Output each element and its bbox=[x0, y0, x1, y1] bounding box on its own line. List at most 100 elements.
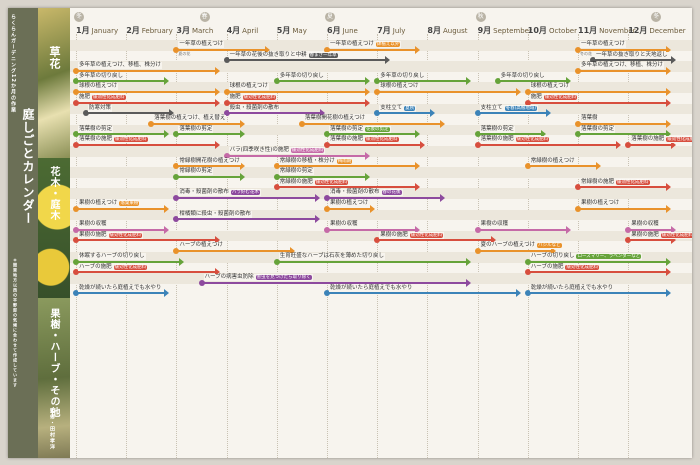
task-label-text: 多年草の植えつけ、移植、株分け bbox=[581, 62, 664, 69]
flower-photo bbox=[38, 8, 70, 158]
task-label-text: 多年草の切り戻し bbox=[500, 72, 545, 79]
task-label-text: 防寒対策 bbox=[89, 104, 112, 111]
task-label: 果樹の収穫 bbox=[78, 221, 108, 229]
task-bar bbox=[474, 246, 557, 255]
month-number: 6月 bbox=[327, 26, 341, 35]
task-bar bbox=[625, 140, 677, 149]
task-label-text: 常緑樹の移植・株分け bbox=[279, 157, 335, 164]
month-number: 7月 bbox=[377, 26, 391, 35]
task-label: 果樹の施肥 緩効性化成肥料 bbox=[78, 231, 144, 239]
task-bar bbox=[173, 45, 271, 54]
task-bar bbox=[474, 140, 621, 149]
task-bar bbox=[73, 236, 220, 245]
task-bar bbox=[323, 225, 421, 234]
task-bar bbox=[223, 56, 390, 65]
task-label-text: 落葉樹の施肥 bbox=[631, 136, 665, 143]
task-label: 多年草の切り戻し bbox=[78, 72, 125, 80]
task-label: 落葉樹の剪定 bbox=[178, 125, 214, 133]
month-english: July bbox=[392, 27, 406, 35]
task-label: 落葉樹の剪定 花後の剪定 bbox=[329, 125, 391, 133]
task-tag: 緩効性化成肥料 bbox=[409, 232, 444, 238]
task-bar bbox=[524, 87, 671, 96]
task-tag: 緩効性化成肥料 bbox=[314, 179, 349, 185]
row-band bbox=[70, 209, 692, 221]
task-bar bbox=[574, 204, 672, 213]
task-bar bbox=[625, 236, 677, 245]
task-label-text: 消毒・殺菌剤の散布 bbox=[330, 189, 380, 196]
task-label-text: 落葉樹の剪定 bbox=[79, 125, 113, 132]
task-label-text: 落葉樹の施肥 bbox=[480, 136, 514, 143]
task-label-text: 柑橘類に殺虫・殺菌剤の散布 bbox=[179, 210, 251, 217]
task-label: 常緑樹の植えつけ bbox=[529, 157, 576, 165]
task-label: 乾燥が続いたら庭植えでも水やり bbox=[329, 284, 414, 292]
task-bar bbox=[273, 162, 420, 171]
task-label: 消毒・殺菌剤の散布 バラ好む花木 bbox=[178, 189, 261, 197]
month-header: 1月 January bbox=[76, 25, 126, 36]
task-label: 一年草の植えつけ 鉢植え以外 bbox=[329, 41, 402, 48]
task-label-text: ハーブの施肥 bbox=[79, 263, 112, 270]
task-bar bbox=[374, 236, 497, 245]
task-label: 消毒・殺菌剤の散布 春の花後 bbox=[329, 189, 403, 197]
task-tag: 緩効性化成肥料 bbox=[543, 95, 578, 100]
task-label-text: 施肥 bbox=[229, 94, 241, 100]
season-marker: 春 bbox=[199, 12, 210, 22]
month-english: September bbox=[493, 27, 532, 35]
month-number: 8月 bbox=[427, 26, 441, 35]
task-label-text: 果樹の施肥 bbox=[380, 231, 408, 238]
month-header: 12月 December bbox=[628, 25, 685, 36]
calendar-grid: 冬春夏秋冬 1月 January 2月 February 3月 March 4月 April 5月… bbox=[70, 8, 692, 458]
month-header: 8月 August bbox=[427, 25, 477, 36]
task-bar bbox=[474, 225, 572, 234]
task-label: 球根の植えつけ bbox=[529, 83, 571, 91]
task-label-text: 常緑樹の剪定 bbox=[279, 168, 313, 175]
herb-photo bbox=[38, 298, 70, 458]
task-label: 多年草の切り戻し bbox=[278, 72, 325, 80]
task-label-text: ハーブの施肥 bbox=[530, 263, 564, 270]
task-label: 落葉樹の剪定 bbox=[78, 125, 114, 133]
task-label-text: 球根の植えつけ bbox=[229, 83, 268, 90]
task-label-text: 多年草の切り戻し bbox=[79, 72, 124, 79]
task-label: 一年草の花後の抜き取りと中耕 春まき一年草 bbox=[228, 51, 339, 59]
series-title: らくらんガーデニング12か月の作業 bbox=[10, 14, 16, 113]
month-number: 2月 bbox=[126, 26, 140, 35]
task-label: 球根の植えつけ bbox=[379, 83, 420, 91]
task-label: 施肥 緩効性化成肥料 bbox=[529, 94, 579, 101]
task-label-text: 常緑樹の施肥 bbox=[279, 178, 313, 185]
task-label-text: 球根の植えつけ bbox=[380, 83, 419, 90]
task-bar bbox=[173, 215, 320, 224]
month-header: 2月 February bbox=[126, 25, 176, 36]
month-number: 10月 bbox=[527, 26, 547, 35]
task-bar bbox=[73, 66, 220, 75]
task-label-text: 落葉樹開花樹の植えつけ bbox=[304, 115, 366, 122]
task-label-text: 多年草の切り戻し bbox=[380, 72, 425, 79]
task-bar bbox=[273, 183, 420, 192]
task-label: 施肥 緩効性化成肥料 bbox=[228, 94, 278, 101]
task-label: ハーブの植えつけ bbox=[178, 242, 224, 250]
task-label: 支柱立て 夏秋 bbox=[379, 104, 417, 112]
task-tag: バラ好む花木 bbox=[230, 190, 260, 196]
task-tag: 緩効性化成肥料 bbox=[108, 232, 143, 238]
task-label-text: 支柱立て bbox=[380, 104, 403, 111]
task-bar bbox=[574, 119, 672, 128]
section-label-fruit-herbs: 果樹・ハーブ・その他 bbox=[48, 308, 59, 418]
task-bar bbox=[72, 289, 170, 298]
task-label-text: 果樹の植えつけ bbox=[79, 200, 118, 206]
month-english: February bbox=[141, 27, 173, 35]
season-marker: 冬 bbox=[651, 12, 662, 22]
task-bar bbox=[324, 289, 521, 298]
task-bar bbox=[494, 77, 572, 86]
task-bar bbox=[72, 257, 185, 266]
task-label-text: ハーブの切り戻し bbox=[530, 253, 575, 259]
task-bar bbox=[524, 162, 602, 171]
task-bar bbox=[73, 98, 220, 107]
month-divider bbox=[327, 34, 328, 458]
month-number: 11月 bbox=[578, 26, 598, 35]
task-bar bbox=[474, 109, 552, 118]
task-label-text: 球根の植えつけ bbox=[530, 83, 570, 90]
task-label: 落葉樹の剪定 bbox=[580, 125, 616, 133]
task-bar bbox=[73, 87, 220, 96]
task-label-text: 落葉樹の施肥 bbox=[79, 136, 113, 143]
month-english: March bbox=[191, 27, 214, 35]
task-bar bbox=[223, 151, 370, 160]
